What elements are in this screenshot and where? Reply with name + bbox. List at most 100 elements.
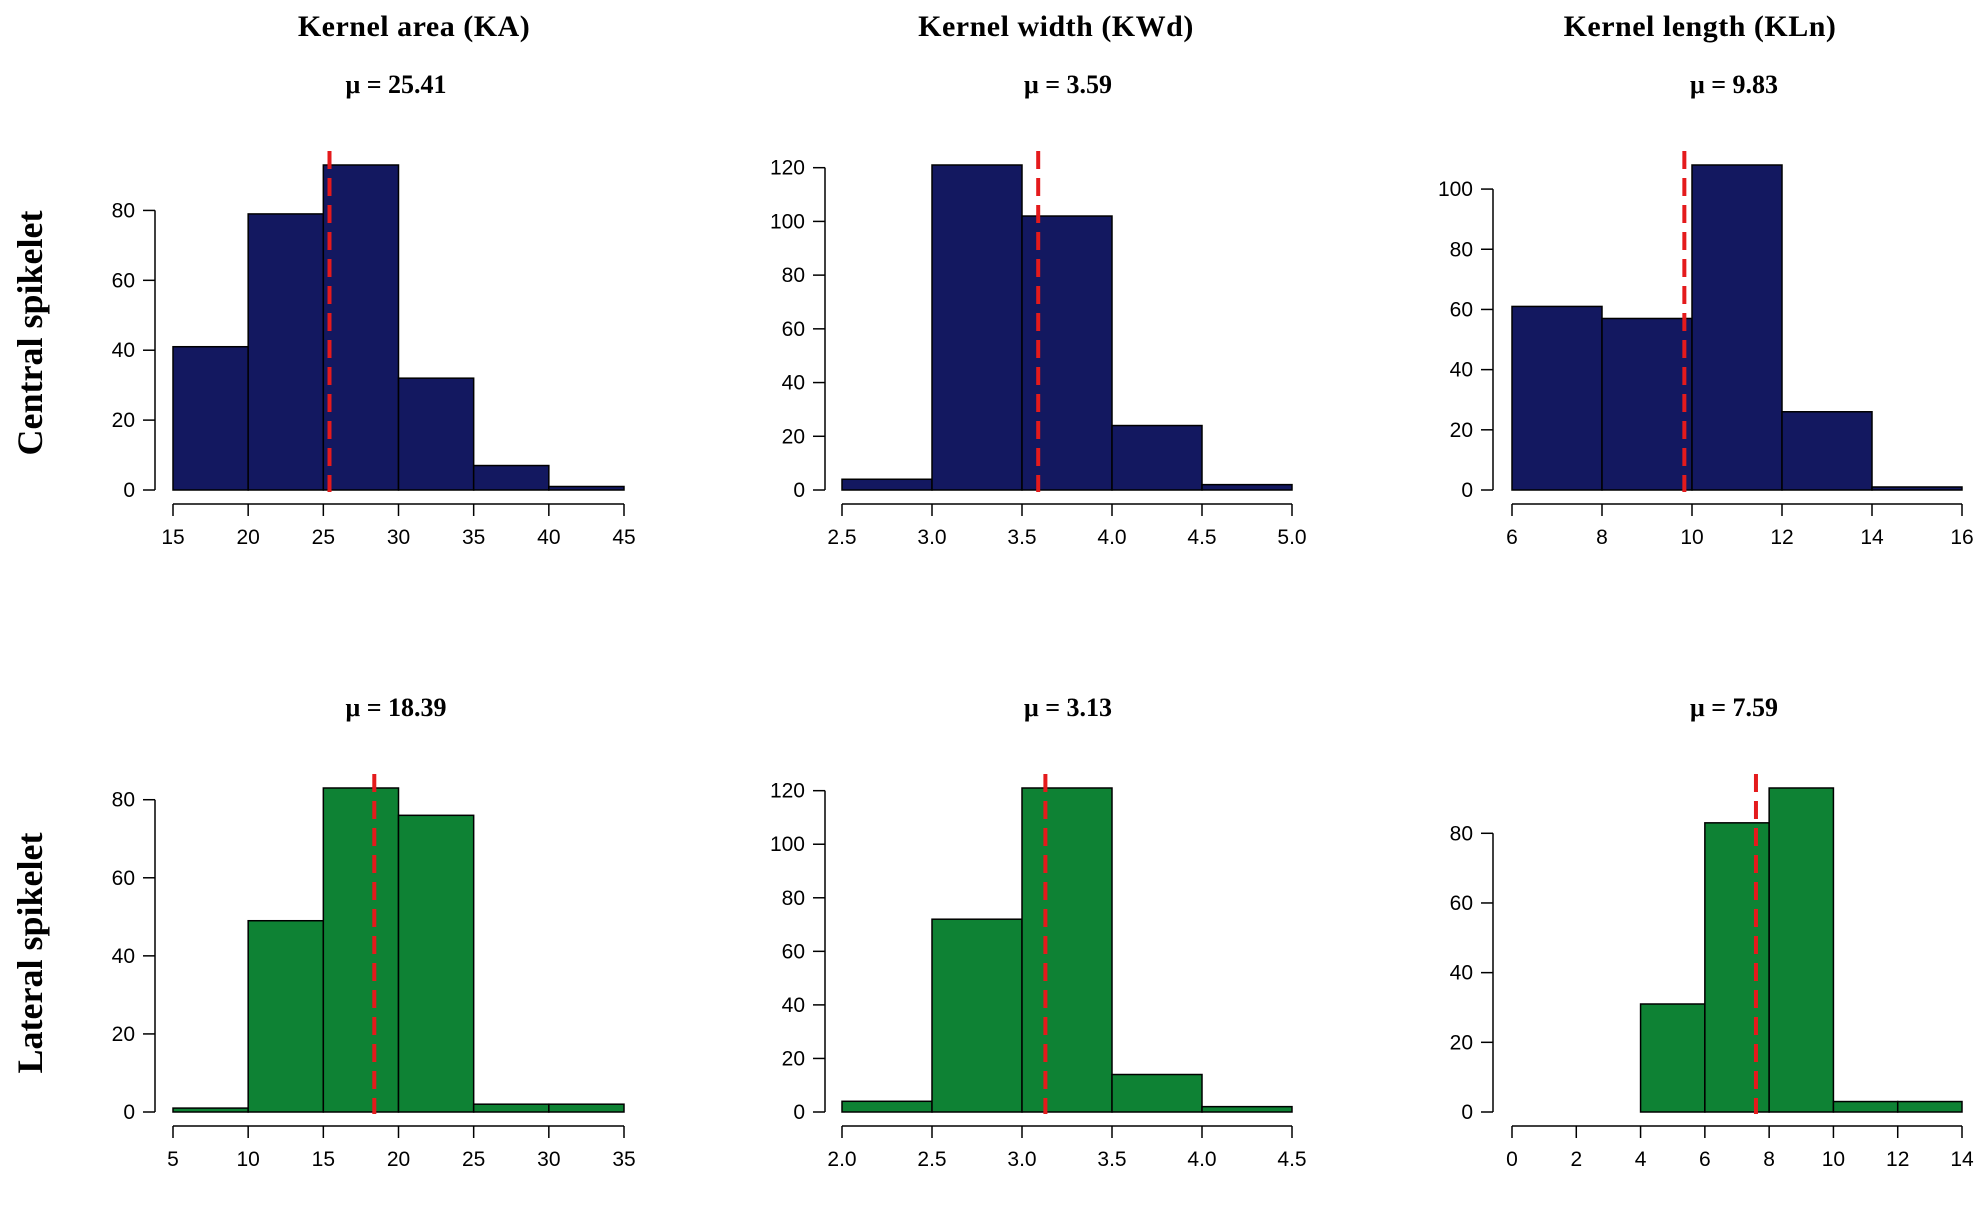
lateral-ka-x-tick-label: 5 xyxy=(167,1148,179,1171)
central-kwd-y-tick-label: 100 xyxy=(770,210,805,233)
lateral-kwd-x-tick-label: 4.5 xyxy=(1277,1148,1306,1171)
lateral-kwd-y-tick-label: 20 xyxy=(782,1047,805,1070)
central-ka-x-tick-label: 25 xyxy=(312,526,335,549)
lateral-kln-x-tick-label: 6 xyxy=(1699,1148,1711,1171)
lateral-ka-bar xyxy=(548,1103,625,1113)
column-title-kernel-length: Kernel length (KLn) xyxy=(1563,10,1837,43)
lateral-kwd-y-tick-label: 0 xyxy=(793,1101,805,1124)
central-ka-x-tick-label: 40 xyxy=(537,526,560,549)
central-kwd-y-tick-label: 120 xyxy=(770,157,805,180)
lateral-ka-x-tick-label: 35 xyxy=(612,1148,635,1171)
central-kln-x-tick-label: 10 xyxy=(1680,526,1703,549)
column-title-kernel-area: Kernel area (KA) xyxy=(297,10,531,43)
central-ka-bar xyxy=(247,213,325,491)
central-kwd-x-tick-label: 3.0 xyxy=(917,526,946,549)
lateral-ka-y-tick-label: 0 xyxy=(123,1101,135,1124)
lateral-kln-x-tick-label: 8 xyxy=(1763,1148,1775,1171)
lateral-kln-x-tick-label: 12 xyxy=(1886,1148,1909,1171)
lateral-ka-x-tick-label: 15 xyxy=(312,1148,335,1171)
lateral-kwd-y-tick-label: 40 xyxy=(782,994,805,1017)
lateral-kwd-x-tick-label: 2.5 xyxy=(917,1148,946,1171)
lateral-kln-y-tick-label: 60 xyxy=(1450,892,1473,915)
central-kln-y-tick-label: 40 xyxy=(1450,359,1473,382)
central-kln-x-tick-label: 12 xyxy=(1770,526,1793,549)
central-kwd-x-tick-label: 5.0 xyxy=(1277,526,1306,549)
central-kwd-y-tick-label: 20 xyxy=(782,425,805,448)
lateral-kwd-x-tick-label: 3.0 xyxy=(1007,1148,1036,1171)
lateral-kln-mean-label: μ = 7.59 xyxy=(1690,693,1778,722)
lateral-ka-bar xyxy=(172,1107,249,1113)
lateral-kln-bar xyxy=(1768,787,1835,1113)
central-kwd-bar xyxy=(1111,424,1203,491)
central-kln-y-tick-label: 80 xyxy=(1450,238,1473,261)
central-kln-x-tick-label: 8 xyxy=(1596,526,1608,549)
lateral-kwd-bar xyxy=(1201,1105,1293,1113)
lateral-kln-y-tick-label: 80 xyxy=(1450,822,1473,845)
central-kln-y-tick-label: 0 xyxy=(1461,479,1473,502)
lateral-kln-y-tick-label: 20 xyxy=(1450,1031,1473,1054)
lateral-kwd-y-tick-label: 120 xyxy=(770,780,805,803)
central-ka-x-tick-label: 35 xyxy=(462,526,485,549)
central-ka-bar xyxy=(548,485,625,491)
lateral-kwd-bar xyxy=(1021,787,1113,1113)
central-ka-mean-label: μ = 25.41 xyxy=(345,70,446,99)
central-kln-x-tick-label: 16 xyxy=(1950,526,1973,549)
lateral-kln-x-tick-label: 0 xyxy=(1506,1148,1518,1171)
central-kwd-x-tick-label: 4.0 xyxy=(1097,526,1126,549)
lateral-kwd-mean-label: μ = 3.13 xyxy=(1024,693,1112,722)
central-kwd-bar xyxy=(1201,483,1293,491)
central-kwd-y-tick-label: 40 xyxy=(782,372,805,395)
central-ka-x-tick-label: 15 xyxy=(161,526,184,549)
central-ka-x-tick-label: 45 xyxy=(612,526,635,549)
central-kln-x-tick-label: 14 xyxy=(1860,526,1884,549)
lateral-ka-bar xyxy=(247,919,325,1113)
lateral-kln-y-tick-label: 0 xyxy=(1461,1101,1473,1124)
central-kwd-x-tick-label: 2.5 xyxy=(827,526,856,549)
central-kwd-x-tick-label: 4.5 xyxy=(1187,526,1216,549)
lateral-kwd-x-tick-label: 4.0 xyxy=(1187,1148,1216,1171)
central-ka-x-tick-label: 20 xyxy=(236,526,259,549)
central-kln-x-tick-label: 6 xyxy=(1506,526,1518,549)
central-kln-bar xyxy=(1601,317,1693,491)
central-ka-bar xyxy=(472,464,550,491)
lateral-kln-bar xyxy=(1832,1100,1899,1113)
central-kln-mean-label: μ = 9.83 xyxy=(1690,70,1778,99)
central-kwd-y-tick-label: 0 xyxy=(793,479,805,502)
lateral-kwd-x-tick-label: 3.5 xyxy=(1097,1148,1126,1171)
lateral-ka-bar xyxy=(397,814,475,1113)
lateral-kln-bar xyxy=(1639,1003,1706,1113)
lateral-kwd-y-tick-label: 60 xyxy=(782,940,805,963)
lateral-kln-y-tick-label: 40 xyxy=(1450,962,1473,985)
lateral-kwd-y-tick-label: 100 xyxy=(770,833,805,856)
central-ka-y-tick-label: 60 xyxy=(112,269,135,292)
lateral-ka-x-tick-label: 30 xyxy=(537,1148,560,1171)
lateral-ka-x-tick-label: 20 xyxy=(387,1148,410,1171)
central-kwd-bar xyxy=(931,164,1023,491)
lateral-ka-x-tick-label: 25 xyxy=(462,1148,485,1171)
central-ka-y-tick-label: 20 xyxy=(112,409,135,432)
lateral-ka-y-tick-label: 40 xyxy=(112,945,135,968)
central-kwd-bar xyxy=(841,478,933,491)
lateral-ka-x-tick-label: 10 xyxy=(236,1148,259,1171)
column-title-kernel-width: Kernel width (KWd) xyxy=(918,10,1194,43)
central-ka-x-tick-label: 30 xyxy=(387,526,410,549)
lateral-ka-y-tick-label: 60 xyxy=(112,867,135,890)
lateral-kln-bar xyxy=(1896,1100,1963,1113)
lateral-ka-y-tick-label: 20 xyxy=(112,1023,135,1046)
lateral-kln-x-tick-label: 14 xyxy=(1950,1148,1974,1171)
central-kln-y-tick-label: 100 xyxy=(1438,178,1473,201)
central-kwd-y-tick-label: 60 xyxy=(782,318,805,341)
central-ka-y-tick-label: 0 xyxy=(123,479,135,502)
lateral-ka-mean-label: μ = 18.39 xyxy=(345,693,446,722)
central-kln-bar xyxy=(1781,411,1873,491)
central-kln-bar xyxy=(1871,486,1963,491)
central-ka-bar xyxy=(172,345,249,491)
lateral-ka-bar xyxy=(472,1103,550,1113)
lateral-kwd-bar xyxy=(931,918,1023,1113)
central-kwd-x-tick-label: 3.5 xyxy=(1007,526,1036,549)
lateral-kln-bar xyxy=(1704,822,1770,1113)
lateral-kln-x-tick-label: 10 xyxy=(1822,1148,1845,1171)
central-ka-bar xyxy=(397,377,475,491)
central-kwd-mean-label: μ = 3.59 xyxy=(1024,70,1112,99)
